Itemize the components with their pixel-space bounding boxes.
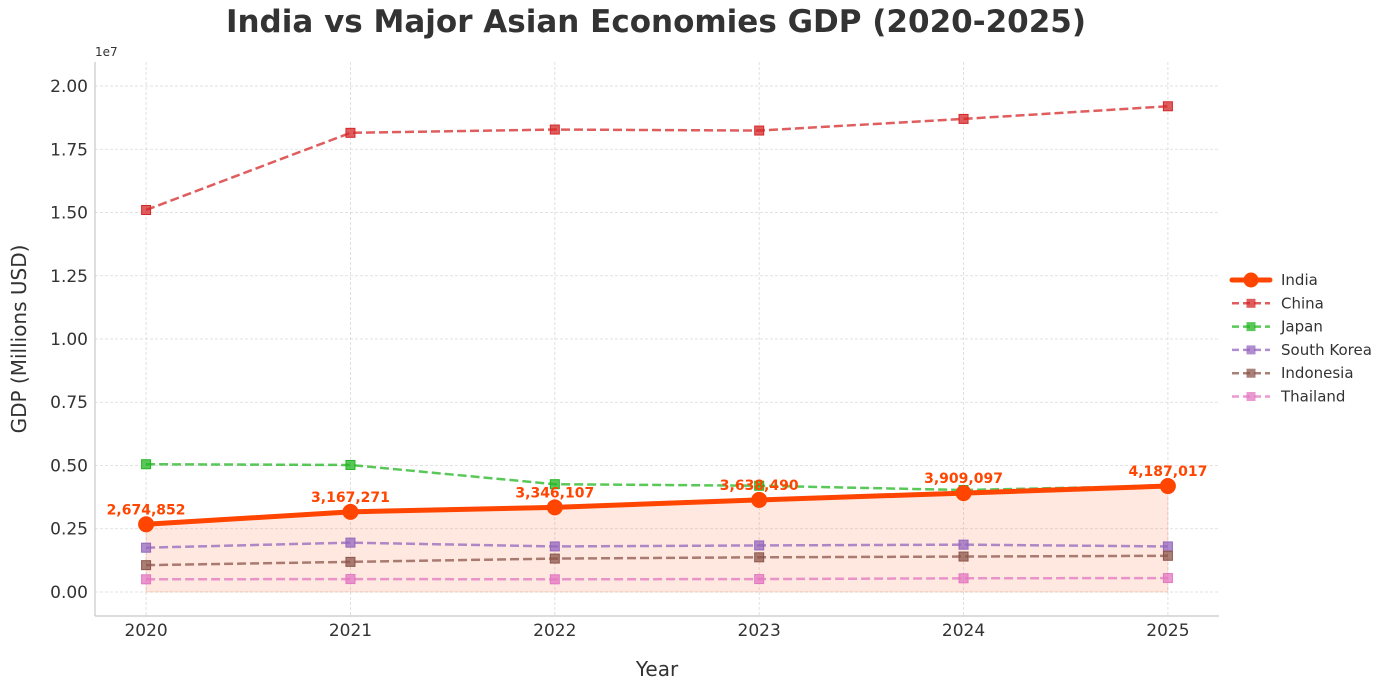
legend-label-indonesia: Indonesia	[1281, 364, 1354, 382]
legend-item-japan: Japan	[1232, 318, 1323, 336]
data-point-thailand	[754, 574, 765, 585]
series-line-japan	[146, 462, 1168, 492]
data-point-india	[751, 491, 768, 508]
x-tick-label: 2025	[1146, 621, 1189, 641]
data-point-china	[141, 204, 152, 215]
legend-label-japan: Japan	[1280, 318, 1323, 336]
data-point-china	[958, 113, 969, 124]
data-point-south-korea	[1162, 541, 1173, 552]
y-tick-label: 1.50	[50, 204, 88, 224]
data-point-india	[546, 499, 563, 516]
y-tick-label: 0.00	[50, 583, 88, 603]
legend-item-india: India	[1229, 271, 1318, 289]
legend-label-india: India	[1281, 271, 1318, 289]
data-point-india	[138, 516, 155, 533]
chart-title: India vs Major Asian Economies GDP (2020…	[225, 4, 1087, 40]
data-point-japan	[345, 459, 356, 470]
data-point-thailand	[141, 574, 152, 585]
data-point-thailand	[549, 574, 560, 585]
y-tick-label: 2.00	[50, 77, 88, 97]
data-point-indonesia	[141, 560, 152, 571]
series-line-china	[145, 105, 1168, 212]
legend-item-thailand: Thailand	[1232, 388, 1345, 406]
data-point-japan	[141, 459, 152, 470]
data-label-india: 3,638,490	[720, 478, 799, 494]
legend-item-china: China	[1232, 294, 1324, 312]
legend-marker-japan	[1246, 322, 1256, 332]
data-point-thailand	[345, 574, 356, 585]
y-axis-offset-label: 1e7	[95, 45, 118, 59]
y-tick-label: 0.50	[50, 456, 88, 476]
data-point-indonesia	[345, 556, 356, 567]
x-tick-label: 2024	[942, 621, 985, 641]
data-point-china	[754, 125, 765, 136]
y-tick-label: 1.00	[50, 330, 88, 350]
series-line-thailand	[146, 576, 1168, 581]
legend-label-thailand: Thailand	[1280, 388, 1345, 406]
series-line-india	[143, 483, 1171, 527]
legend-marker-china	[1246, 298, 1256, 308]
data-label-india: 4,187,017	[1128, 464, 1207, 480]
legend-label-china: China	[1281, 294, 1324, 312]
y-axis-label: GDP (Millions USD)	[7, 245, 31, 434]
y-tick-label: 1.75	[50, 140, 88, 160]
y-tick-label: 0.25	[50, 520, 88, 540]
y-tick-label: 0.75	[50, 393, 88, 413]
data-label-india: 3,167,271	[311, 490, 390, 506]
data-point-indonesia	[549, 553, 560, 564]
legend-marker-south-korea	[1246, 345, 1256, 355]
series-thailand	[141, 573, 1173, 585]
x-tick-label: 2023	[738, 621, 781, 641]
series-indonesia	[141, 550, 1173, 571]
axes	[94, 62, 1219, 617]
data-label-india: 2,674,852	[107, 502, 186, 518]
x-tick-label: 2022	[533, 621, 576, 641]
series-line-south-korea	[146, 541, 1168, 549]
data-point-china	[549, 124, 560, 135]
legend-marker-thailand	[1246, 392, 1256, 401]
data-point-japan	[754, 480, 765, 491]
x-tick-label: 2021	[329, 621, 372, 641]
legend-label-south-korea: South Korea	[1281, 341, 1372, 359]
series-india	[138, 478, 1176, 533]
data-point-japan	[549, 479, 560, 490]
legend-marker-india	[1243, 272, 1259, 288]
data-point-south-korea	[141, 542, 152, 553]
data-point-south-korea	[345, 537, 356, 548]
tick-labels: 0.00 0.25 0.50 0.75 1.00 1.25 1.50 1.75 2.00 2020…	[50, 77, 1189, 641]
data-point-indonesia	[1162, 550, 1173, 561]
data-point-thailand	[1162, 573, 1173, 584]
series-line-indonesia	[146, 554, 1168, 567]
x-axis-label: Year	[635, 657, 679, 681]
legend-item-south-korea: South Korea	[1232, 341, 1372, 359]
data-point-indonesia	[958, 551, 969, 562]
legend: India China Japan South Korea Indonesia Thail…	[1229, 271, 1372, 406]
legend-marker-indonesia	[1246, 368, 1256, 378]
series-lines	[138, 101, 1176, 585]
data-point-india	[955, 485, 972, 502]
data-point-south-korea	[549, 541, 560, 552]
x-tick-label: 2020	[124, 621, 167, 641]
data-point-india	[1159, 478, 1176, 495]
data-point-china	[345, 127, 356, 138]
data-label-india: 3,909,097	[924, 471, 1003, 487]
series-south-korea	[141, 537, 1173, 553]
data-point-india	[342, 503, 359, 520]
data-point-thailand	[958, 573, 969, 584]
data-labels: 2,674,852 3,167,271 3,346,107 3,638,490 3,90…	[107, 464, 1208, 518]
data-label-india: 3,346,107	[515, 485, 594, 501]
data-point-china	[1162, 101, 1173, 112]
series-china	[141, 101, 1173, 215]
data-point-south-korea	[754, 540, 765, 551]
data-point-south-korea	[958, 539, 969, 550]
data-point-indonesia	[754, 552, 765, 563]
y-tick-label: 1.25	[50, 267, 88, 287]
legend-item-indonesia: Indonesia	[1232, 364, 1354, 382]
